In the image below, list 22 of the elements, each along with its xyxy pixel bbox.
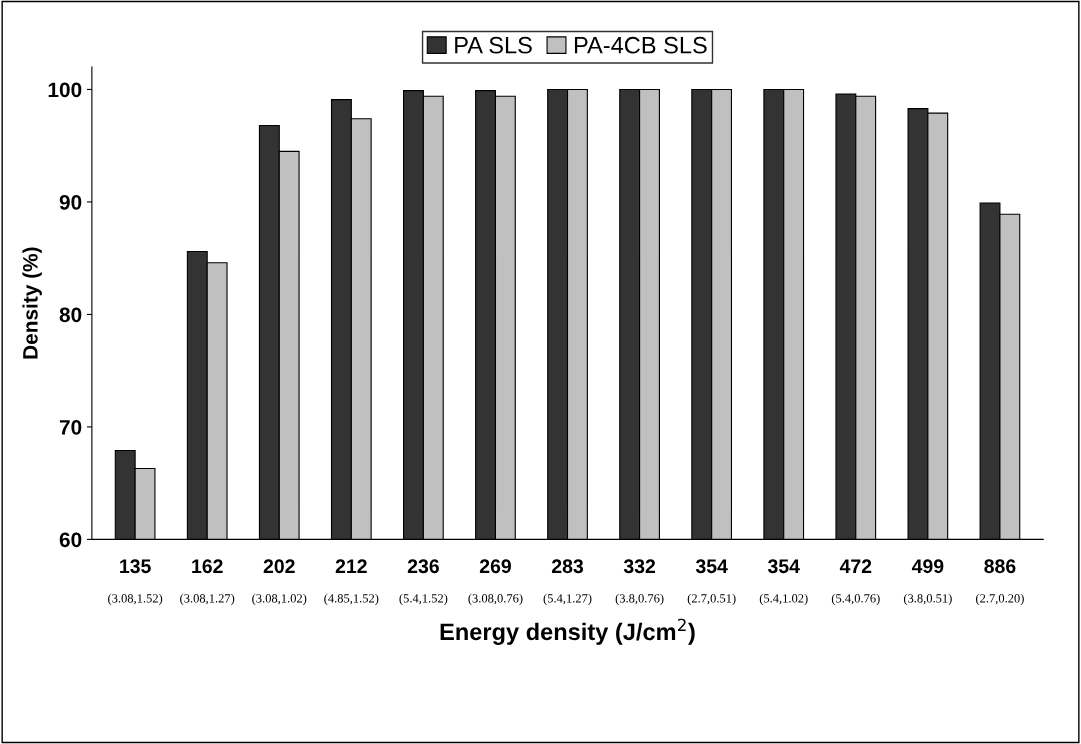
x-axis-title: Energy density (J/cm$^{2}$) [440, 618, 695, 645]
legend-label: PA SLS [455, 36, 532, 54]
y-tick-label: 90 [59, 194, 82, 210]
category-label: 212 (4.85,1.52) [324, 559, 379, 606]
y-tick-label: 100 [48, 82, 82, 98]
category-label: 283 (5.4,1.27) [543, 559, 592, 606]
category-label: 162 (3.08,1.27) [180, 559, 235, 606]
category-label: 499 (3.8,0.51) [903, 559, 952, 606]
category-label: 332 (3.8,0.76) [615, 559, 664, 606]
category-label: 202 (3.08,1.02) [252, 559, 307, 606]
y-axis-title: Density (%) [22, 247, 42, 359]
legend-label: PA-4CB SLS [574, 36, 707, 54]
y-tick-label: 60 [59, 532, 82, 548]
category-label: 236 (5.4,1.52) [399, 559, 448, 606]
category-label: 354 (5.4,1.02) [759, 559, 808, 606]
category-label: 354 (2.7,0.51) [687, 559, 736, 606]
category-label: 269 (3.08,0.76) [468, 559, 523, 606]
category-label: 135 (3.08,1.52) [108, 559, 163, 606]
category-label: 886 (2.7,0.20) [976, 559, 1024, 606]
category-label: 472 (5.4,0.76) [831, 559, 880, 606]
y-tick-label: 80 [59, 307, 82, 323]
y-tick-label: 70 [59, 419, 82, 435]
